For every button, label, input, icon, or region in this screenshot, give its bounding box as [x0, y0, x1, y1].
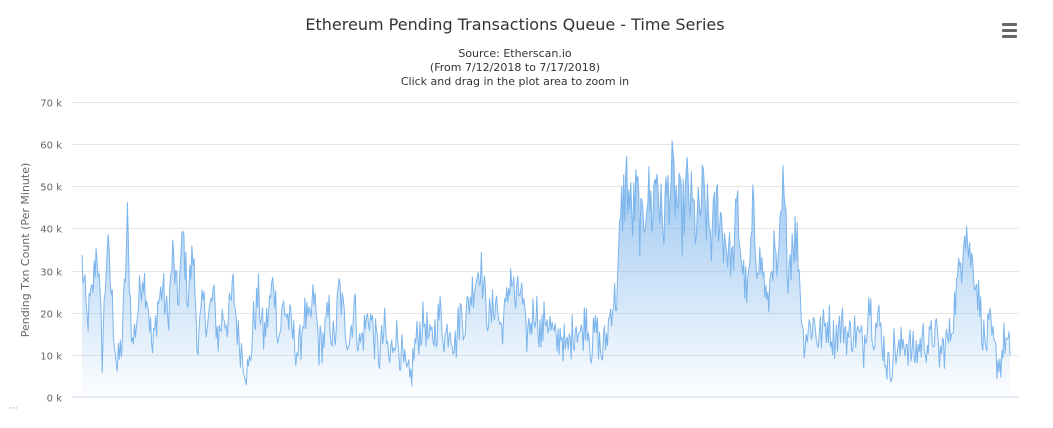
y-tick-label: 50 k — [40, 183, 62, 194]
y-tick-label: 20 k — [40, 310, 62, 321]
y-tick-label: 70 k — [40, 99, 62, 110]
y-tick-label: 10 k — [40, 352, 62, 363]
y-tick-label: 40 k — [40, 225, 62, 236]
chart-subtitle-date-range: (From 7/12/2018 to 7/17/2018) — [429, 61, 601, 74]
ellipsis-icon: ··· — [9, 404, 18, 414]
y-axis-ticks: 0 k 10 k 20 k 30 k 40 k 50 k 60 k 70 k — [40, 99, 62, 405]
chart-subtitle-source: Source: Etherscan.io — [458, 47, 572, 60]
y-tick-label: 60 k — [40, 141, 62, 152]
series-line — [81, 140, 1011, 387]
chart-subtitle-zoom-hint: Click and drag in the plot area to zoom … — [400, 75, 630, 88]
y-tick-label: 0 k — [47, 394, 63, 405]
chart-title: Ethereum Pending Transactions Queue - Ti… — [305, 15, 725, 34]
context-menu-icon[interactable] — [998, 20, 1020, 38]
y-tick-label: 30 k — [40, 268, 62, 279]
series-area — [82, 140, 1010, 397]
y-axis-label: Pending Txn Count (Per Minute) — [19, 163, 32, 338]
